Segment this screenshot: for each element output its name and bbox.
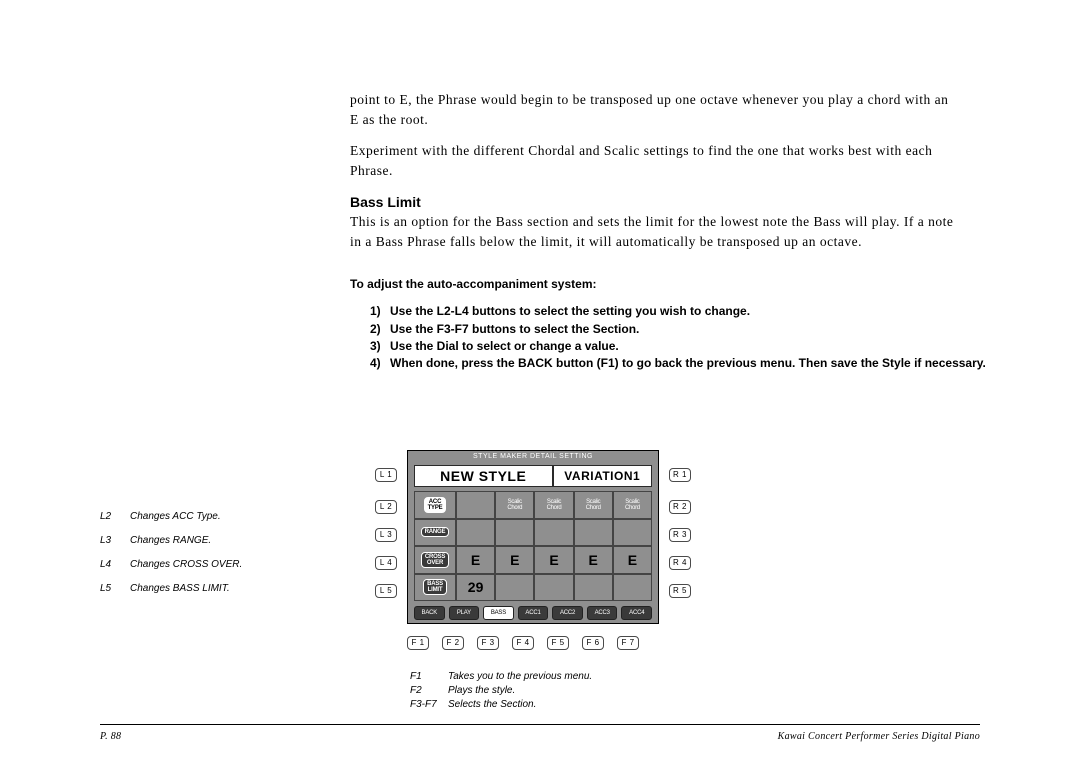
grid-rowlabel: BASSLIMIT (414, 574, 456, 602)
grid-colheader: ScalicChord (534, 491, 573, 519)
grid-cell (495, 519, 534, 547)
lcd-footer-acc2[interactable]: ACC2 (552, 606, 583, 620)
page-footer: P. 88 Kawai Concert Performer Series Dig… (100, 724, 980, 742)
step-number: 2) (370, 321, 390, 337)
grid-cell-29: 29 (456, 574, 495, 602)
l2-button[interactable]: L 2 (375, 500, 397, 514)
lcd-screen: STYLE MAKER DETAIL SETTING NEW STYLE VAR… (407, 450, 659, 624)
legend-value: Takes you to the previous menu. (448, 671, 592, 682)
f2-button[interactable]: F 2 (442, 636, 464, 650)
paragraph: This is an option for the Bass section a… (350, 212, 960, 251)
legend-key: L3 (100, 529, 130, 553)
grid-rowlabel: ACCTYPE (414, 491, 456, 519)
legend-bottom: F1Takes you to the previous menu. F2Play… (410, 670, 592, 712)
step-text: Use the Dial to select or change a value… (390, 338, 992, 354)
grid-colheader: ScalicChord (495, 491, 534, 519)
legend-key: L5 (100, 577, 130, 601)
grid-colheader: ScalicChord (574, 491, 613, 519)
paragraph: Experiment with the different Chordal an… (350, 141, 960, 180)
legend-value: Changes BASS LIMIT. (130, 583, 230, 594)
step-text: Use the F3-F7 buttons to select the Sect… (390, 321, 992, 337)
grid-cell (534, 574, 573, 602)
lcd-footer-back[interactable]: BACK (414, 606, 445, 620)
f1-button[interactable]: F 1 (407, 636, 429, 650)
f6-button[interactable]: F 6 (582, 636, 604, 650)
step-number: 4) (370, 355, 390, 371)
heading-bass-limit: Bass Limit (350, 194, 980, 210)
l4-button[interactable]: L 4 (375, 556, 397, 570)
grid-rowlabel: RANGE (414, 519, 456, 547)
grid-cell (613, 574, 652, 602)
step-text: When done, press the BACK button (F1) to… (390, 355, 992, 371)
lcd-header-stylename: NEW STYLE (414, 465, 553, 487)
grid-cell-e: E (495, 546, 534, 574)
lcd-footer-acc3[interactable]: ACC3 (587, 606, 618, 620)
legend-value: Changes CROSS OVER. (130, 559, 242, 570)
lcd-title: STYLE MAKER DETAIL SETTING (408, 453, 658, 460)
r2-button[interactable]: R 2 (669, 500, 691, 514)
legend-value: Changes RANGE. (130, 535, 211, 546)
r4-button[interactable]: R 4 (669, 556, 691, 570)
grid-cell (534, 519, 573, 547)
book-title: Kawai Concert Performer Series Digital P… (778, 731, 980, 742)
l3-button[interactable]: L 3 (375, 528, 397, 542)
page-number: P. 88 (100, 731, 121, 742)
legend-key: F3-F7 (410, 698, 448, 712)
legend-key: F1 (410, 670, 448, 684)
grid-cell (456, 491, 495, 519)
legend-left: L2Changes ACC Type. L3Changes RANGE. L4C… (100, 505, 242, 601)
l5-button[interactable]: L 5 (375, 584, 397, 598)
paragraph: point to E, the Phrase would begin to be… (350, 90, 960, 129)
r1-button[interactable]: R 1 (669, 468, 691, 482)
f4-button[interactable]: F 4 (512, 636, 534, 650)
grid-cell (613, 519, 652, 547)
lcd-footer-acc1[interactable]: ACC1 (518, 606, 549, 620)
step-number: 1) (370, 303, 390, 319)
r5-button[interactable]: R 5 (669, 584, 691, 598)
legend-value: Changes ACC Type. (130, 511, 221, 522)
f7-button[interactable]: F 7 (617, 636, 639, 650)
legend-value: Selects the Section. (448, 699, 536, 710)
instruction-list: 1)Use the L2-L4 buttons to select the se… (370, 303, 992, 371)
legend-key: F2 (410, 684, 448, 698)
lcd-footer-acc4[interactable]: ACC4 (621, 606, 652, 620)
grid-colheader: ScalicChord (613, 491, 652, 519)
f5-button[interactable]: F 5 (547, 636, 569, 650)
step-number: 3) (370, 338, 390, 354)
legend-key: L2 (100, 505, 130, 529)
grid-cell-e: E (456, 546, 495, 574)
instruct-heading: To adjust the auto-accompaniment system: (350, 277, 980, 291)
grid-cell (495, 574, 534, 602)
lcd-header-variation: VARIATION1 (553, 465, 653, 487)
grid-rowlabel: CROSSOVER (414, 546, 456, 574)
r3-button[interactable]: R 3 (669, 528, 691, 542)
f3-button[interactable]: F 3 (477, 636, 499, 650)
legend-value: Plays the style. (448, 685, 515, 696)
legend-key: L4 (100, 553, 130, 577)
l1-button[interactable]: L 1 (375, 468, 397, 482)
grid-cell-e: E (613, 546, 652, 574)
grid-cell-e: E (534, 546, 573, 574)
grid-cell-e: E (574, 546, 613, 574)
grid-cell (574, 574, 613, 602)
lcd-footer-bass[interactable]: BASS (483, 606, 514, 620)
grid-cell (574, 519, 613, 547)
grid-cell (456, 519, 495, 547)
step-text: Use the L2-L4 buttons to select the sett… (390, 303, 992, 319)
lcd-footer-play[interactable]: PLAY (449, 606, 480, 620)
